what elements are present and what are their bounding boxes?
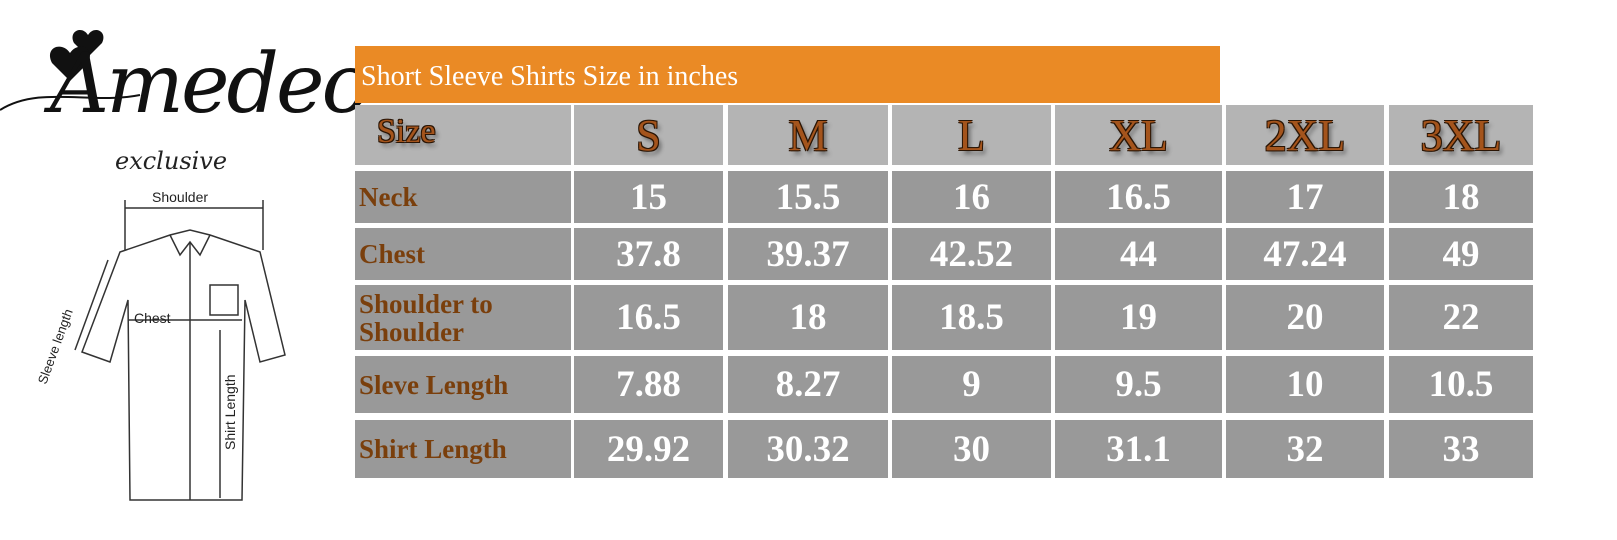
table-cell: 18.5 bbox=[892, 285, 1051, 350]
table-cell: 16.5 bbox=[1055, 171, 1222, 223]
brand-subtitle: exclusive bbox=[115, 147, 228, 175]
table-cell: 37.8 bbox=[574, 228, 723, 280]
table-cell: 49 bbox=[1389, 228, 1533, 280]
shoulder-label: Shoulder bbox=[152, 189, 208, 205]
table-cell: 30 bbox=[892, 420, 1051, 478]
table-cell: 10 bbox=[1226, 356, 1384, 413]
table-cell: 8.27 bbox=[728, 356, 888, 413]
table-cell: 18 bbox=[728, 285, 888, 350]
table-cell: 29.92 bbox=[574, 420, 723, 478]
shirt-measurement-diagram: Shoulder Chest Sleeve length Shirt Lengt… bbox=[20, 180, 300, 520]
brand-name: Amedeo bbox=[50, 37, 371, 132]
table-cell: 9.5 bbox=[1055, 356, 1222, 413]
table-cell: 16 bbox=[892, 171, 1051, 223]
table-cell: 16.5 bbox=[574, 285, 723, 350]
row-label: Chest bbox=[355, 228, 571, 280]
sleeve-length-label: Sleeve length bbox=[35, 307, 76, 386]
table-cell: 19 bbox=[1055, 285, 1222, 350]
table-cell: 15 bbox=[574, 171, 723, 223]
table-cell: 10.5 bbox=[1389, 356, 1533, 413]
header-size-3xl: 3XL bbox=[1389, 105, 1533, 165]
shirt-icon: Shoulder Chest Sleeve length Shirt Lengt… bbox=[35, 189, 286, 501]
table-cell: 7.88 bbox=[574, 356, 723, 413]
row-label: Neck bbox=[355, 171, 571, 223]
table-cell: 9 bbox=[892, 356, 1051, 413]
header-size-s: S bbox=[574, 105, 723, 165]
chart-title: Short Sleeve Shirts Size in inches bbox=[355, 46, 1220, 103]
table-cell: 22 bbox=[1389, 285, 1533, 350]
table-cell: 39.37 bbox=[728, 228, 888, 280]
row-label: Shirt Length bbox=[355, 420, 571, 478]
table-cell: 42.52 bbox=[892, 228, 1051, 280]
table-cell: 15.5 bbox=[728, 171, 888, 223]
header-size-l: L bbox=[892, 105, 1051, 165]
table-cell: 18 bbox=[1389, 171, 1533, 223]
row-label: Shoulder to Shoulder bbox=[355, 285, 571, 350]
table-cell: 31.1 bbox=[1055, 420, 1222, 478]
table-cell: 44 bbox=[1055, 228, 1222, 280]
table-cell: 17 bbox=[1226, 171, 1384, 223]
chest-label: Chest bbox=[134, 310, 171, 326]
heart-icon bbox=[0, 29, 141, 111]
header-size-label: Size bbox=[355, 105, 571, 165]
table-cell: 20 bbox=[1226, 285, 1384, 350]
table-cell: 47.24 bbox=[1226, 228, 1384, 280]
table-cell: 32 bbox=[1226, 420, 1384, 478]
row-label: Sleve Length bbox=[355, 356, 571, 413]
header-size-xl: XL bbox=[1055, 105, 1222, 165]
shirt-length-label: Shirt Length bbox=[222, 375, 238, 451]
table-cell: 30.32 bbox=[728, 420, 888, 478]
amedeo-logo: Amedeo exclusive bbox=[0, 15, 371, 175]
header-size-2xl: 2XL bbox=[1226, 105, 1384, 165]
header-size-m: M bbox=[728, 105, 888, 165]
table-cell: 33 bbox=[1389, 420, 1533, 478]
